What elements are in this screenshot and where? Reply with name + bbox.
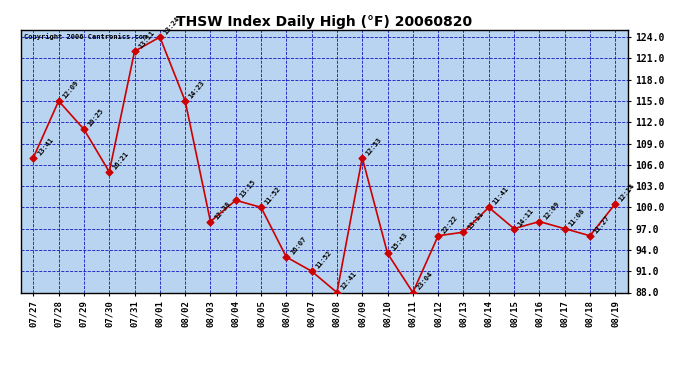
Text: 12:53: 12:53 bbox=[365, 136, 383, 156]
Point bbox=[104, 169, 115, 175]
Text: 11:52: 11:52 bbox=[264, 186, 282, 206]
Text: 11:08: 11:08 bbox=[567, 207, 586, 227]
Point bbox=[407, 290, 418, 296]
Point bbox=[205, 219, 216, 225]
Point bbox=[559, 226, 570, 232]
Text: 11:52: 11:52 bbox=[315, 250, 333, 270]
Point bbox=[331, 290, 342, 296]
Text: 15:43: 15:43 bbox=[391, 232, 408, 252]
Point bbox=[281, 254, 292, 260]
Point bbox=[610, 201, 621, 207]
Text: Copyright 2006 Cantronics.com: Copyright 2006 Cantronics.com bbox=[23, 33, 147, 39]
Text: 12:09: 12:09 bbox=[542, 200, 560, 220]
Text: 13:15: 13:15 bbox=[239, 179, 257, 199]
Point bbox=[79, 126, 90, 132]
Point bbox=[509, 226, 520, 232]
Text: 12:38: 12:38 bbox=[213, 200, 231, 220]
Text: 14:11: 14:11 bbox=[517, 207, 535, 227]
Point bbox=[458, 229, 469, 235]
Point bbox=[382, 251, 393, 257]
Point bbox=[179, 98, 190, 104]
Point bbox=[28, 155, 39, 161]
Text: 11:41: 11:41 bbox=[491, 186, 510, 206]
Title: THSW Index Daily High (°F) 20060820: THSW Index Daily High (°F) 20060820 bbox=[176, 15, 473, 29]
Text: 13:41: 13:41 bbox=[36, 136, 55, 156]
Text: 22:22: 22:22 bbox=[441, 214, 459, 234]
Text: 13:11: 13:11 bbox=[466, 211, 484, 231]
Text: 12:09: 12:09 bbox=[61, 80, 79, 99]
Text: 12:14: 12:14 bbox=[618, 182, 636, 203]
Text: 13:11: 13:11 bbox=[137, 30, 155, 50]
Point bbox=[357, 155, 368, 161]
Text: 16:21: 16:21 bbox=[112, 150, 130, 171]
Point bbox=[433, 233, 444, 239]
Point bbox=[483, 204, 494, 210]
Point bbox=[534, 219, 545, 225]
Text: 12:41: 12:41 bbox=[339, 271, 358, 291]
Text: 14:23: 14:23 bbox=[188, 80, 206, 99]
Text: 10:25: 10:25 bbox=[87, 108, 105, 128]
Point bbox=[230, 197, 241, 203]
Point bbox=[53, 98, 64, 104]
Point bbox=[129, 48, 140, 54]
Point bbox=[584, 233, 595, 239]
Text: 13:24: 13:24 bbox=[163, 16, 181, 36]
Text: 11:27: 11:27 bbox=[593, 214, 611, 234]
Text: 16:07: 16:07 bbox=[289, 236, 307, 256]
Point bbox=[155, 34, 166, 40]
Point bbox=[306, 268, 317, 274]
Text: 23:04: 23:04 bbox=[415, 271, 434, 291]
Point bbox=[255, 204, 266, 210]
